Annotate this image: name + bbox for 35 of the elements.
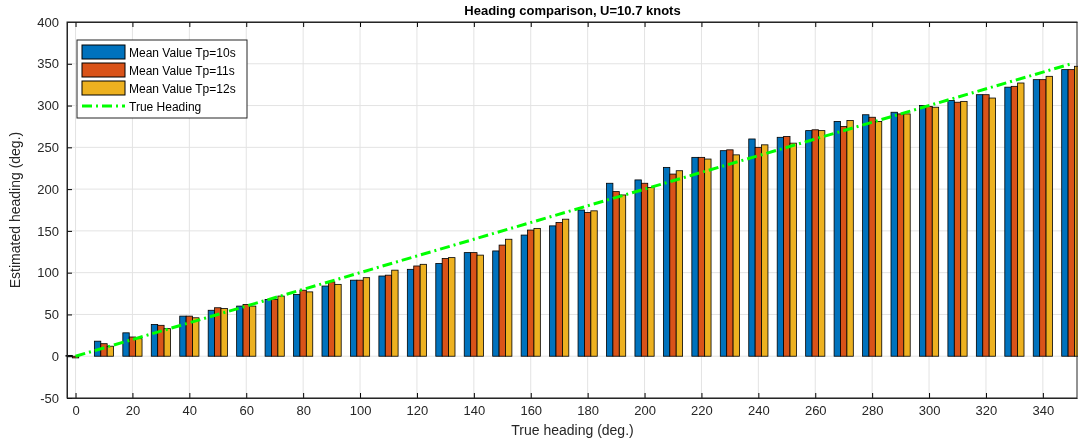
y-tick-label: 0 xyxy=(51,348,59,364)
legend-label: True Heading xyxy=(129,100,202,114)
y-axis-title: Estimated heading (deg.) xyxy=(7,131,23,289)
x-tick-label: 260 xyxy=(804,403,827,419)
x-tick-label: 40 xyxy=(182,403,198,419)
legend-label: Mean Value Tp=12s xyxy=(129,82,236,96)
x-tick-label: 200 xyxy=(634,403,656,419)
y-tick-label: 50 xyxy=(44,307,59,323)
x-tick-label: 300 xyxy=(918,403,941,419)
x-tick-label: 180 xyxy=(577,403,599,419)
x-tick-label: 240 xyxy=(748,403,770,419)
y-tick-label: 250 xyxy=(37,139,59,155)
y-tick-label: 300 xyxy=(37,98,59,114)
x-tick-label: 20 xyxy=(125,403,141,419)
x-tick-label: 340 xyxy=(1032,403,1055,419)
y-tick-label: 100 xyxy=(37,265,59,281)
x-tick-label: 140 xyxy=(463,403,486,419)
x-tick-label: 100 xyxy=(349,403,372,419)
y-tick-label: 400 xyxy=(37,14,59,30)
x-tick-label: 280 xyxy=(861,403,884,419)
y-tick-label: -50 xyxy=(40,390,59,406)
y-tick-label: 150 xyxy=(37,223,59,239)
x-tick-label: 160 xyxy=(520,403,543,419)
x-tick-label: 220 xyxy=(691,403,713,419)
x-tick-label: 60 xyxy=(239,403,254,419)
x-tick-label: 80 xyxy=(296,403,311,419)
legend-label: Mean Value Tp=10s xyxy=(129,46,236,60)
x-tick-label: 120 xyxy=(406,403,429,419)
x-axis-title: True heading (deg.) xyxy=(511,422,634,438)
chart-title: Heading comparison, U=10.7 knots xyxy=(464,3,681,18)
legend-label: Mean Value Tp=11s xyxy=(129,64,235,78)
x-tick-label: 0 xyxy=(72,403,80,419)
y-tick-label: 350 xyxy=(37,56,59,72)
y-tick-label: 200 xyxy=(37,181,59,197)
x-tick-label: 320 xyxy=(975,403,998,419)
